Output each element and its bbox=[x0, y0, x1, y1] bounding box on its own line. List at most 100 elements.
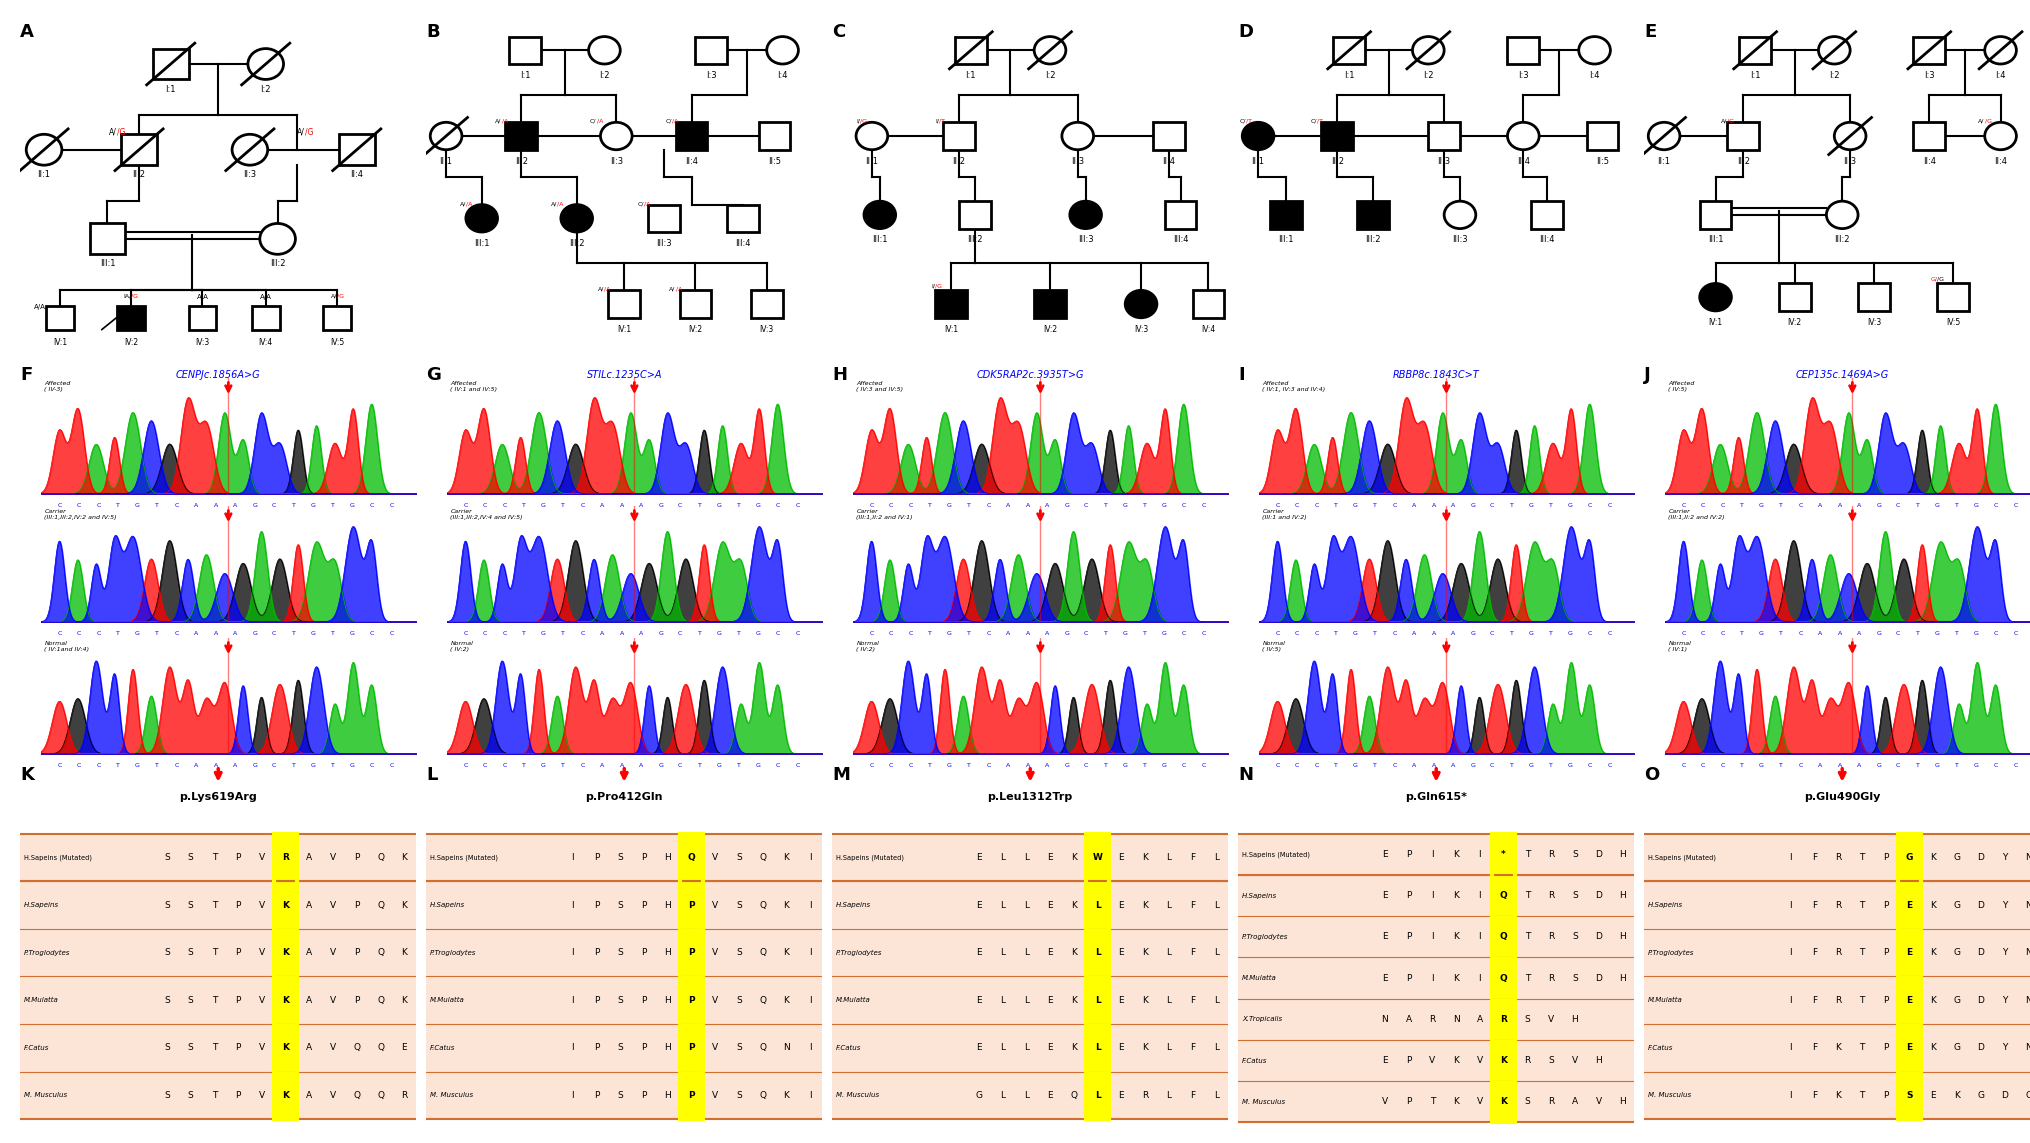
Text: E: E bbox=[1119, 853, 1125, 862]
Text: I:4: I:4 bbox=[1589, 71, 1600, 80]
Text: E: E bbox=[1047, 996, 1054, 1005]
Text: D: D bbox=[2002, 1090, 2008, 1100]
Bar bbox=[1898, 881, 1920, 929]
Text: C: C bbox=[1084, 764, 1088, 768]
Bar bbox=[1492, 999, 1514, 1040]
Text: A: A bbox=[1045, 503, 1050, 507]
Text: P: P bbox=[235, 853, 242, 862]
Text: T: T bbox=[1334, 631, 1338, 636]
Text: II:3: II:3 bbox=[1437, 157, 1451, 166]
Text: C: C bbox=[889, 503, 893, 507]
Text: P.Troglodytes: P.Troglodytes bbox=[1242, 934, 1289, 940]
Bar bbox=[1898, 929, 1920, 976]
Bar bbox=[1587, 122, 1618, 150]
Text: I:2: I:2 bbox=[1829, 71, 1839, 80]
Text: K: K bbox=[1931, 1044, 1937, 1053]
Text: II:4: II:4 bbox=[351, 170, 363, 179]
Text: K: K bbox=[402, 996, 408, 1005]
Text: P: P bbox=[595, 949, 599, 957]
Text: Affected
( IV:5): Affected ( IV:5) bbox=[1669, 382, 1695, 392]
Text: G: G bbox=[349, 764, 355, 768]
Bar bbox=[274, 1024, 296, 1072]
Bar bbox=[727, 205, 759, 232]
Bar bbox=[832, 929, 1228, 976]
Text: A/: A/ bbox=[670, 287, 676, 291]
Bar bbox=[426, 1072, 822, 1119]
Text: H: H bbox=[664, 949, 672, 957]
Text: P: P bbox=[595, 901, 599, 910]
Text: T: T bbox=[1859, 1044, 1866, 1053]
Text: S: S bbox=[1571, 850, 1577, 858]
Text: A/: A/ bbox=[599, 287, 605, 291]
Bar bbox=[1492, 958, 1514, 999]
Text: P: P bbox=[641, 949, 648, 957]
Text: II:3: II:3 bbox=[1843, 157, 1857, 166]
Text: T: T bbox=[1740, 631, 1744, 636]
Text: K: K bbox=[784, 949, 790, 957]
Text: G: G bbox=[717, 764, 723, 768]
Text: P: P bbox=[353, 901, 359, 910]
Text: A: A bbox=[1476, 1015, 1482, 1024]
Circle shape bbox=[231, 135, 268, 165]
Text: I:1: I:1 bbox=[966, 71, 976, 80]
Text: I/: I/ bbox=[857, 119, 861, 123]
Text: G: G bbox=[1354, 631, 1358, 636]
Text: G: G bbox=[136, 631, 140, 636]
Text: IV:1: IV:1 bbox=[1709, 318, 1723, 327]
Text: P: P bbox=[1884, 949, 1888, 957]
Text: C: C bbox=[1681, 503, 1685, 507]
Text: C: C bbox=[678, 764, 682, 768]
Text: T: T bbox=[1429, 1097, 1435, 1106]
Text: T: T bbox=[154, 631, 158, 636]
Text: A: A bbox=[1025, 631, 1029, 636]
Text: K: K bbox=[1143, 996, 1147, 1005]
Text: A: A bbox=[1007, 764, 1011, 768]
Text: K: K bbox=[1955, 1090, 1959, 1100]
Text: I:2: I:2 bbox=[1423, 71, 1433, 80]
Text: T: T bbox=[1778, 503, 1782, 507]
Bar bbox=[1898, 1072, 1920, 1119]
Circle shape bbox=[601, 122, 631, 150]
Text: C: C bbox=[1181, 764, 1186, 768]
Text: V: V bbox=[1429, 1056, 1435, 1065]
Text: G/: G/ bbox=[1931, 277, 1937, 281]
Text: A/: A/ bbox=[110, 128, 118, 136]
Text: C: C bbox=[390, 631, 394, 636]
Text: E: E bbox=[1047, 949, 1054, 957]
Bar bbox=[1238, 1040, 1634, 1081]
Text: A: A bbox=[307, 1090, 313, 1100]
Text: C: C bbox=[57, 503, 61, 507]
Text: IV:5: IV:5 bbox=[329, 338, 345, 347]
Text: S: S bbox=[737, 1090, 741, 1100]
Text: E: E bbox=[1906, 1044, 1912, 1053]
Bar bbox=[152, 49, 189, 80]
Text: I: I bbox=[1790, 1090, 1792, 1100]
Text: A: A bbox=[195, 631, 199, 636]
Bar bbox=[1238, 874, 1634, 917]
Bar bbox=[1898, 976, 1920, 1024]
Text: G: G bbox=[252, 764, 258, 768]
Text: Q: Q bbox=[759, 901, 765, 910]
Text: T: T bbox=[1510, 631, 1514, 636]
Text: K: K bbox=[1453, 974, 1460, 983]
Circle shape bbox=[1648, 122, 1681, 150]
Bar bbox=[1033, 290, 1066, 318]
Bar bbox=[1644, 1024, 2030, 1072]
Text: /G: /G bbox=[132, 294, 138, 298]
Text: I:2: I:2 bbox=[1045, 71, 1056, 80]
Text: Q: Q bbox=[688, 853, 696, 862]
Text: E: E bbox=[1644, 23, 1656, 41]
Text: G: G bbox=[1876, 503, 1882, 507]
Text: E: E bbox=[1119, 901, 1125, 910]
Text: T: T bbox=[1740, 764, 1744, 768]
Text: C: C bbox=[1393, 764, 1397, 768]
Text: T: T bbox=[1372, 631, 1376, 636]
Text: I: I bbox=[572, 1044, 574, 1053]
Text: E: E bbox=[1906, 949, 1912, 957]
Text: A: A bbox=[1837, 631, 1841, 636]
Text: I: I bbox=[810, 901, 812, 910]
Bar bbox=[1086, 833, 1108, 1119]
Text: V: V bbox=[713, 901, 719, 910]
Text: C: C bbox=[95, 631, 102, 636]
Text: G: G bbox=[426, 366, 441, 384]
